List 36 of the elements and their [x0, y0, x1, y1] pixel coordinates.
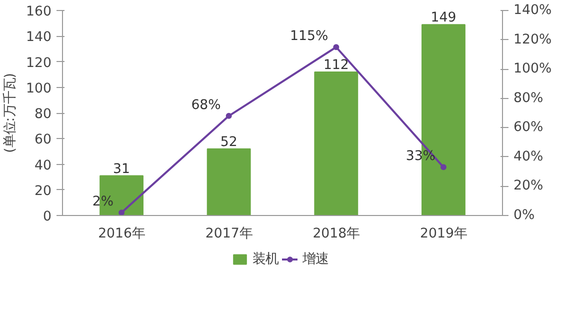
legend-label: 装机: [252, 251, 278, 268]
y-tick-label: 80: [34, 107, 52, 122]
point: [226, 112, 232, 119]
y2-tick-label: 100%: [514, 62, 552, 77]
y-tick-label: 0: [43, 210, 52, 224]
y2-tick-label: 40%: [514, 149, 544, 164]
y2-tick-label: 20%: [514, 178, 544, 194]
y2-tick-label: 80%: [514, 90, 544, 106]
data-label: 115%: [290, 29, 328, 44]
point: [333, 44, 340, 50]
y-tick-label: 100: [26, 81, 52, 96]
data-label: 31: [113, 162, 130, 177]
y-tick-label: 120: [26, 56, 52, 71]
y2-tick-label: 60%: [514, 120, 544, 136]
x-tick-label: 2019年: [420, 226, 467, 242]
y2-tick-label: 120%: [514, 32, 552, 48]
y-tick-label: 40: [34, 158, 52, 174]
data-label: 149: [430, 10, 456, 26]
y-axis-title: (单位:万千瓦): [3, 73, 18, 153]
y-tick-label: 20: [34, 184, 52, 199]
bar: [314, 72, 358, 216]
legend-label: 增速: [302, 250, 328, 268]
data-label: 112: [323, 58, 349, 73]
y-tick-label: 60: [34, 132, 52, 148]
x-tick-label: 2018年: [312, 226, 360, 242]
bar: [206, 148, 251, 216]
x-tick-label: 2016年: [98, 226, 145, 242]
y-tick-label: 140: [26, 30, 52, 46]
data-label: 52: [220, 134, 238, 150]
point: [118, 210, 125, 216]
data-label: 68%: [191, 98, 221, 113]
y-tick-label: 160: [26, 4, 52, 20]
x-tick-label: 2017年: [205, 226, 252, 242]
point: [440, 164, 446, 170]
y2-tick-label: 0%: [514, 208, 535, 223]
y2-tick-label: 140%: [514, 3, 552, 18]
